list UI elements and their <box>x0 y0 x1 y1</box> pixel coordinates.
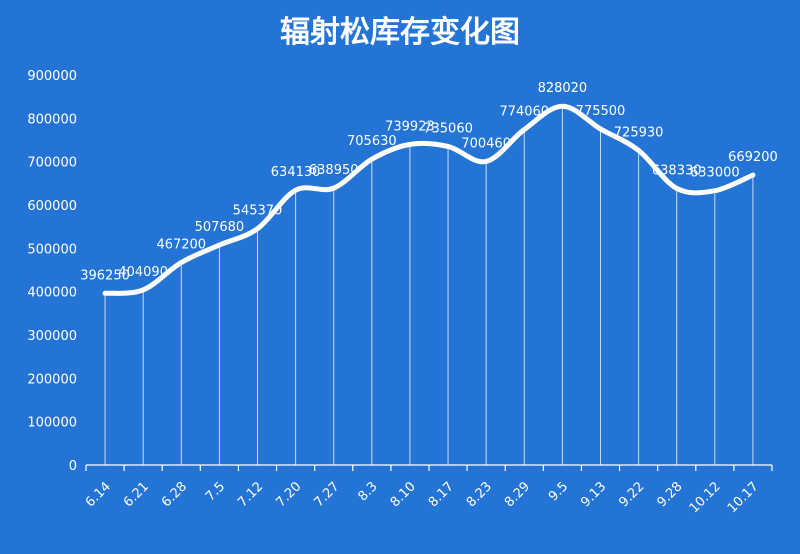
y-tick-labels: 0 100000 200000 300000 400000 500000 600000 700… <box>27 69 77 474</box>
y-tick-label: 200000 <box>27 372 77 387</box>
x-tick-label: 6.28 <box>159 479 190 510</box>
x-tick-label: 8.17 <box>426 479 457 510</box>
y-tick-label: 400000 <box>27 286 77 301</box>
data-label: 739923 <box>385 119 435 134</box>
y-tick-label: 100000 <box>27 416 77 431</box>
data-label: 638330 <box>652 163 702 178</box>
x-tick-label: 10.17 <box>725 479 762 516</box>
data-label: 396250 <box>80 268 130 283</box>
data-label: 545370 <box>233 204 283 219</box>
x-tick-label: 9.28 <box>654 479 685 510</box>
series-line <box>102 103 756 296</box>
x-tick-label: 7.27 <box>311 479 342 510</box>
x-tick-labels: 6.14 6.21 6.28 7.5 7.12 7.20 7.27 8.3 8.10 8.17 8.… <box>83 479 762 516</box>
x-tick-label: 7.12 <box>235 479 266 510</box>
x-tick-label: 9.5 <box>546 479 571 504</box>
x-tick-label: 10.12 <box>687 479 724 516</box>
y-tick-label: 800000 <box>27 112 77 127</box>
data-label: 633000 <box>690 166 740 181</box>
data-label: 634130 <box>271 165 321 180</box>
data-label: 638950 <box>309 163 359 178</box>
x-tick-label: 9.22 <box>616 479 647 510</box>
drop-lines <box>104 106 754 465</box>
data-label: 775500 <box>576 104 626 119</box>
chart-title: 辐射松库存变化图 <box>280 15 520 50</box>
x-tick-label: 8.23 <box>464 479 495 510</box>
x-tick-marks <box>85 465 773 471</box>
x-tick-label: 8.3 <box>355 479 380 504</box>
y-tick-label: 900000 <box>27 69 77 84</box>
x-tick-label: 8.10 <box>388 479 419 510</box>
data-label: 774060 <box>499 105 549 120</box>
data-label: 700460 <box>461 136 511 151</box>
y-tick-label: 300000 <box>27 329 77 344</box>
data-label: 467200 <box>156 238 206 253</box>
data-label: 828020 <box>538 81 588 96</box>
x-tick-label: 6.14 <box>83 479 114 510</box>
x-tick-label: 6.21 <box>121 479 152 510</box>
x-tick-label: 8.29 <box>502 479 533 510</box>
data-label: 705630 <box>347 134 397 149</box>
y-tick-label: 600000 <box>27 199 77 214</box>
x-tick-label: 7.5 <box>203 479 228 504</box>
y-tick-label: 0 <box>69 459 77 474</box>
data-label: 404090 <box>118 265 168 280</box>
x-tick-label: 7.20 <box>273 479 304 510</box>
data-label: 735060 <box>423 121 473 136</box>
x-tick-label: 9.13 <box>578 479 609 510</box>
data-label: 507680 <box>195 220 245 235</box>
data-label: 725930 <box>614 125 664 140</box>
y-tick-label: 500000 <box>27 242 77 257</box>
data-label: 669200 <box>728 150 778 165</box>
y-tick-label: 700000 <box>27 156 77 171</box>
